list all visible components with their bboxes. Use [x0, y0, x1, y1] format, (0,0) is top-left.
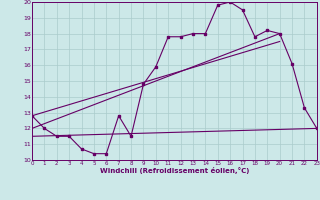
X-axis label: Windchill (Refroidissement éolien,°C): Windchill (Refroidissement éolien,°C) — [100, 167, 249, 174]
